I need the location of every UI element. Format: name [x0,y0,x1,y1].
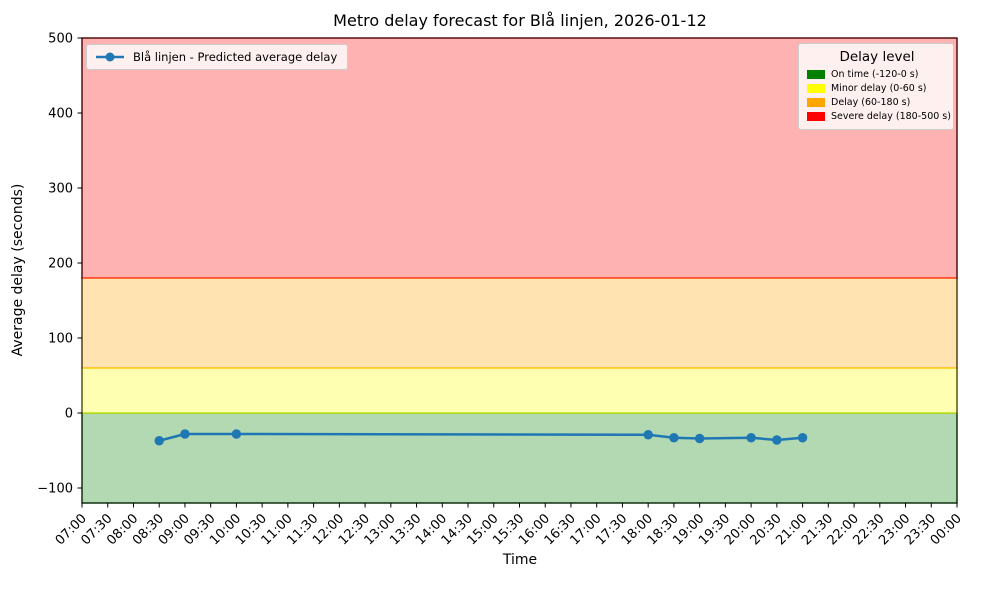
series-point [746,433,756,443]
y-tick-label: 100 [48,332,73,347]
legend-item-label: On time (-120-0 s) [831,69,919,80]
on-time-swatch-icon [807,70,825,79]
series-line-sample-icon [96,52,124,62]
legend-series-label: Blå linjen - Predicted average delay [133,50,338,64]
delay-band-2 [81,277,958,369]
y-tick-label: 0 [65,407,73,422]
series-point [180,429,190,439]
y-tick-label: 300 [48,182,73,197]
legend-series: Blå linjen - Predicted average delay [86,44,349,70]
delay-band-1 [81,367,958,414]
series-point [154,436,164,446]
y-tick-label: −100 [37,482,73,497]
legend-item-on-time: On time (-120-0 s) [807,69,947,80]
severe-delay-swatch-icon [807,112,825,121]
legend-item-delay: Delay (60-180 s) [807,97,947,108]
series-point [643,430,653,440]
legend-item-label: Severe delay (180-500 s) [831,111,951,122]
legend-item-minor-delay: Minor delay (0-60 s) [807,83,947,94]
series-point [772,435,782,445]
x-axis-label: Time [502,552,538,568]
series-point [231,429,242,439]
legend-item-label: Delay (60-180 s) [831,97,911,108]
legend-delay-level-title: Delay level [839,49,915,65]
series-point [669,433,679,443]
delay-band-0 [81,412,958,504]
legend-item-label: Minor delay (0-60 s) [831,83,927,94]
series-point [797,433,808,443]
minor-delay-swatch-icon [807,84,825,93]
series-point [694,433,705,444]
legend-item-severe-delay: Severe delay (180-500 s) [807,111,951,122]
y-tick-label: 400 [48,107,73,122]
delay-swatch-icon [807,98,825,107]
y-axis-label: Average delay (seconds) [10,183,26,357]
y-tick-label: 500 [48,32,73,47]
chart-title: Metro delay forecast for Blå linjen, 202… [333,11,707,30]
legend-delay-level: Delay level On time (-120-0 s) Minor del… [798,43,954,130]
y-tick-label: 200 [48,257,73,272]
